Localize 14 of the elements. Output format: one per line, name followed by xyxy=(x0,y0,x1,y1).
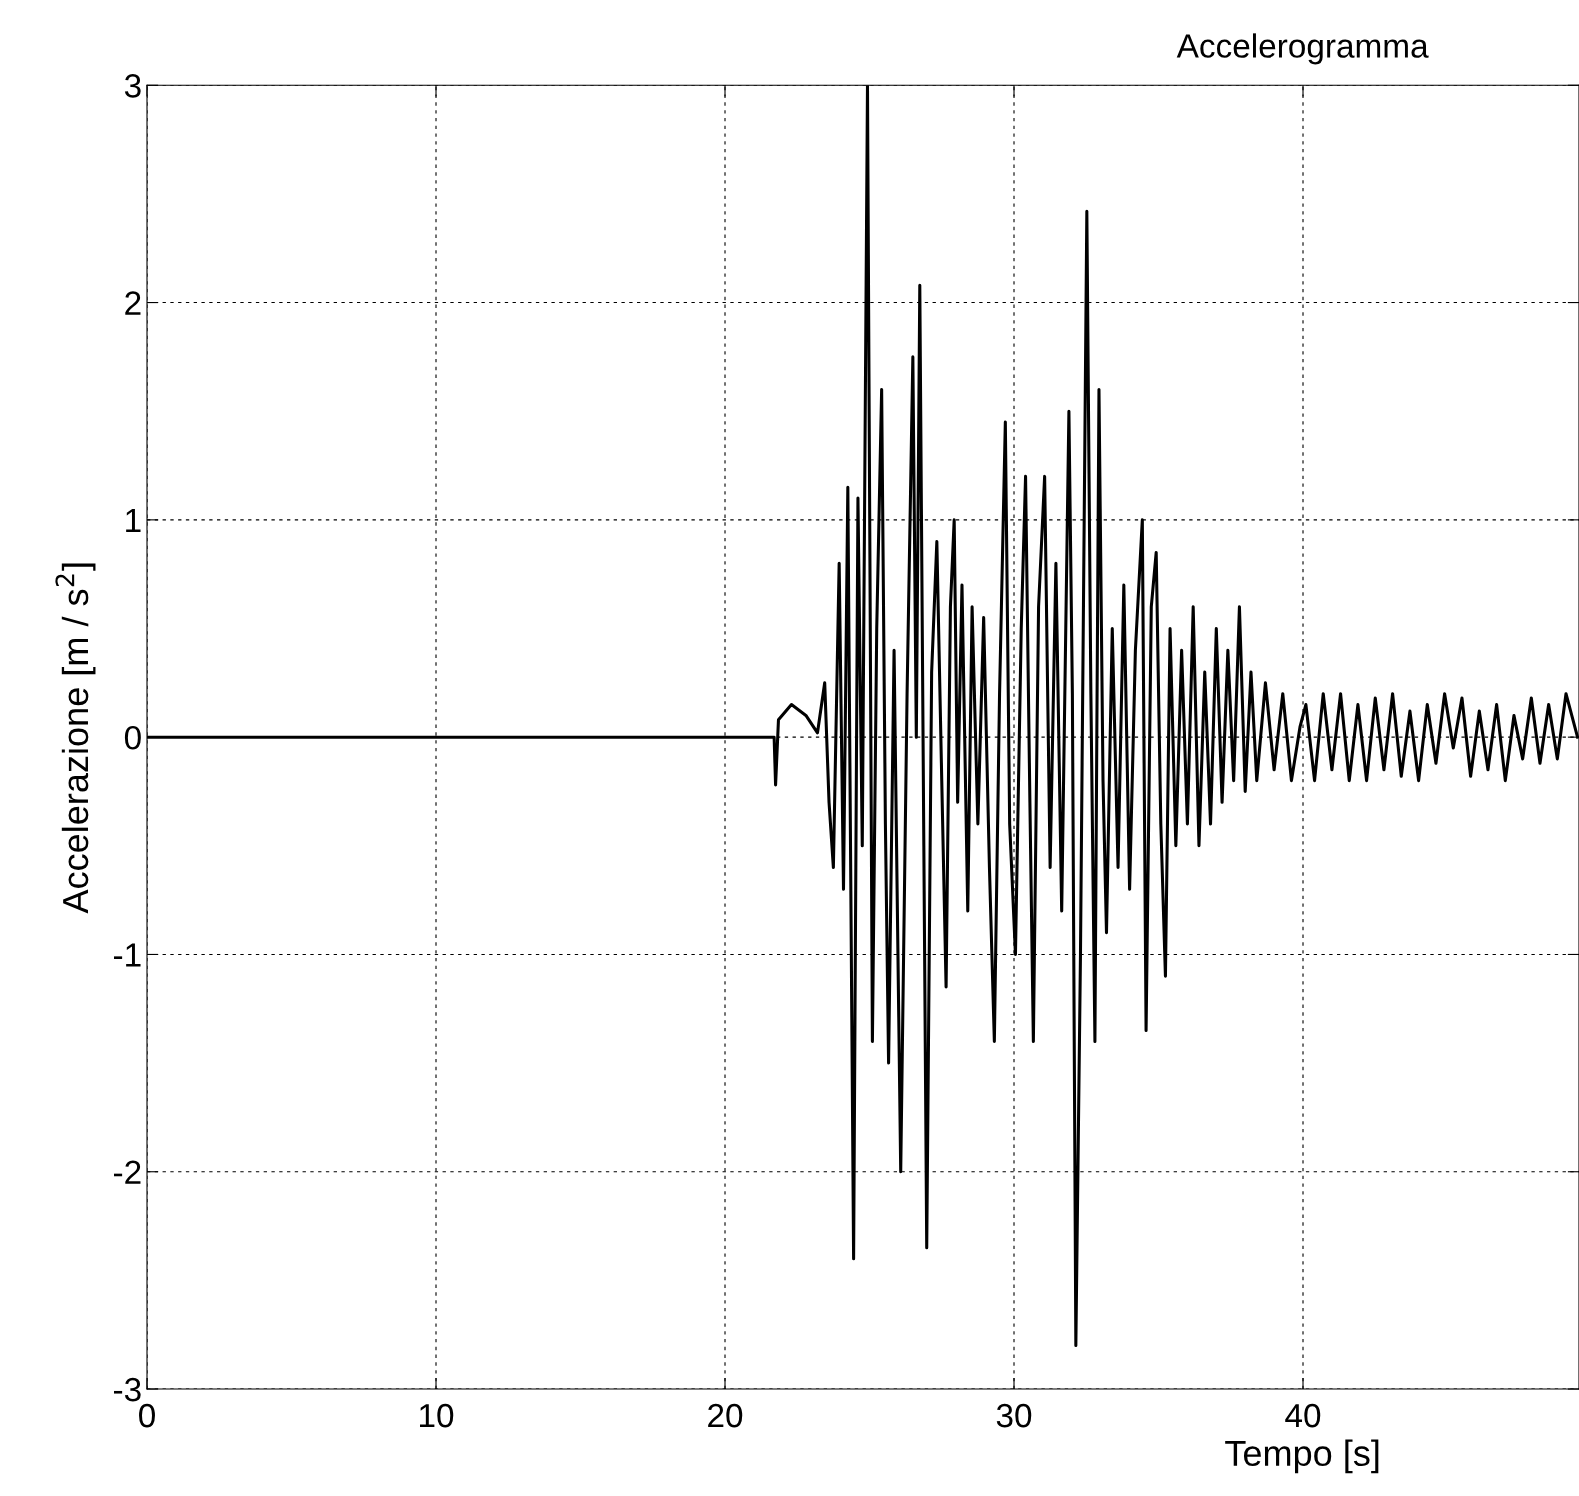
y-tick-label: 2 xyxy=(125,291,141,315)
y-tick-label: -1 xyxy=(113,943,141,967)
x-tick-label: 10 xyxy=(420,1403,454,1428)
y-tick-label: 1 xyxy=(126,509,141,532)
x-tick-label: 30 xyxy=(996,1403,1032,1428)
y-tick-label: 3 xyxy=(124,74,141,98)
chart-title: Accelerogramma xyxy=(1176,33,1429,65)
x-axis-title: Tempo [s] xyxy=(1225,1439,1379,1474)
x-tick-label: 20 xyxy=(708,1403,743,1428)
y-tick-label: -3 xyxy=(113,1377,141,1402)
y-axis-title: Accelerazione [m / s$^{2}$] xyxy=(55,563,96,914)
x-tick-label: 40 xyxy=(1285,1403,1321,1428)
y-tick-label: 0 xyxy=(124,725,141,750)
y-tick-label: -2 xyxy=(113,1160,141,1184)
